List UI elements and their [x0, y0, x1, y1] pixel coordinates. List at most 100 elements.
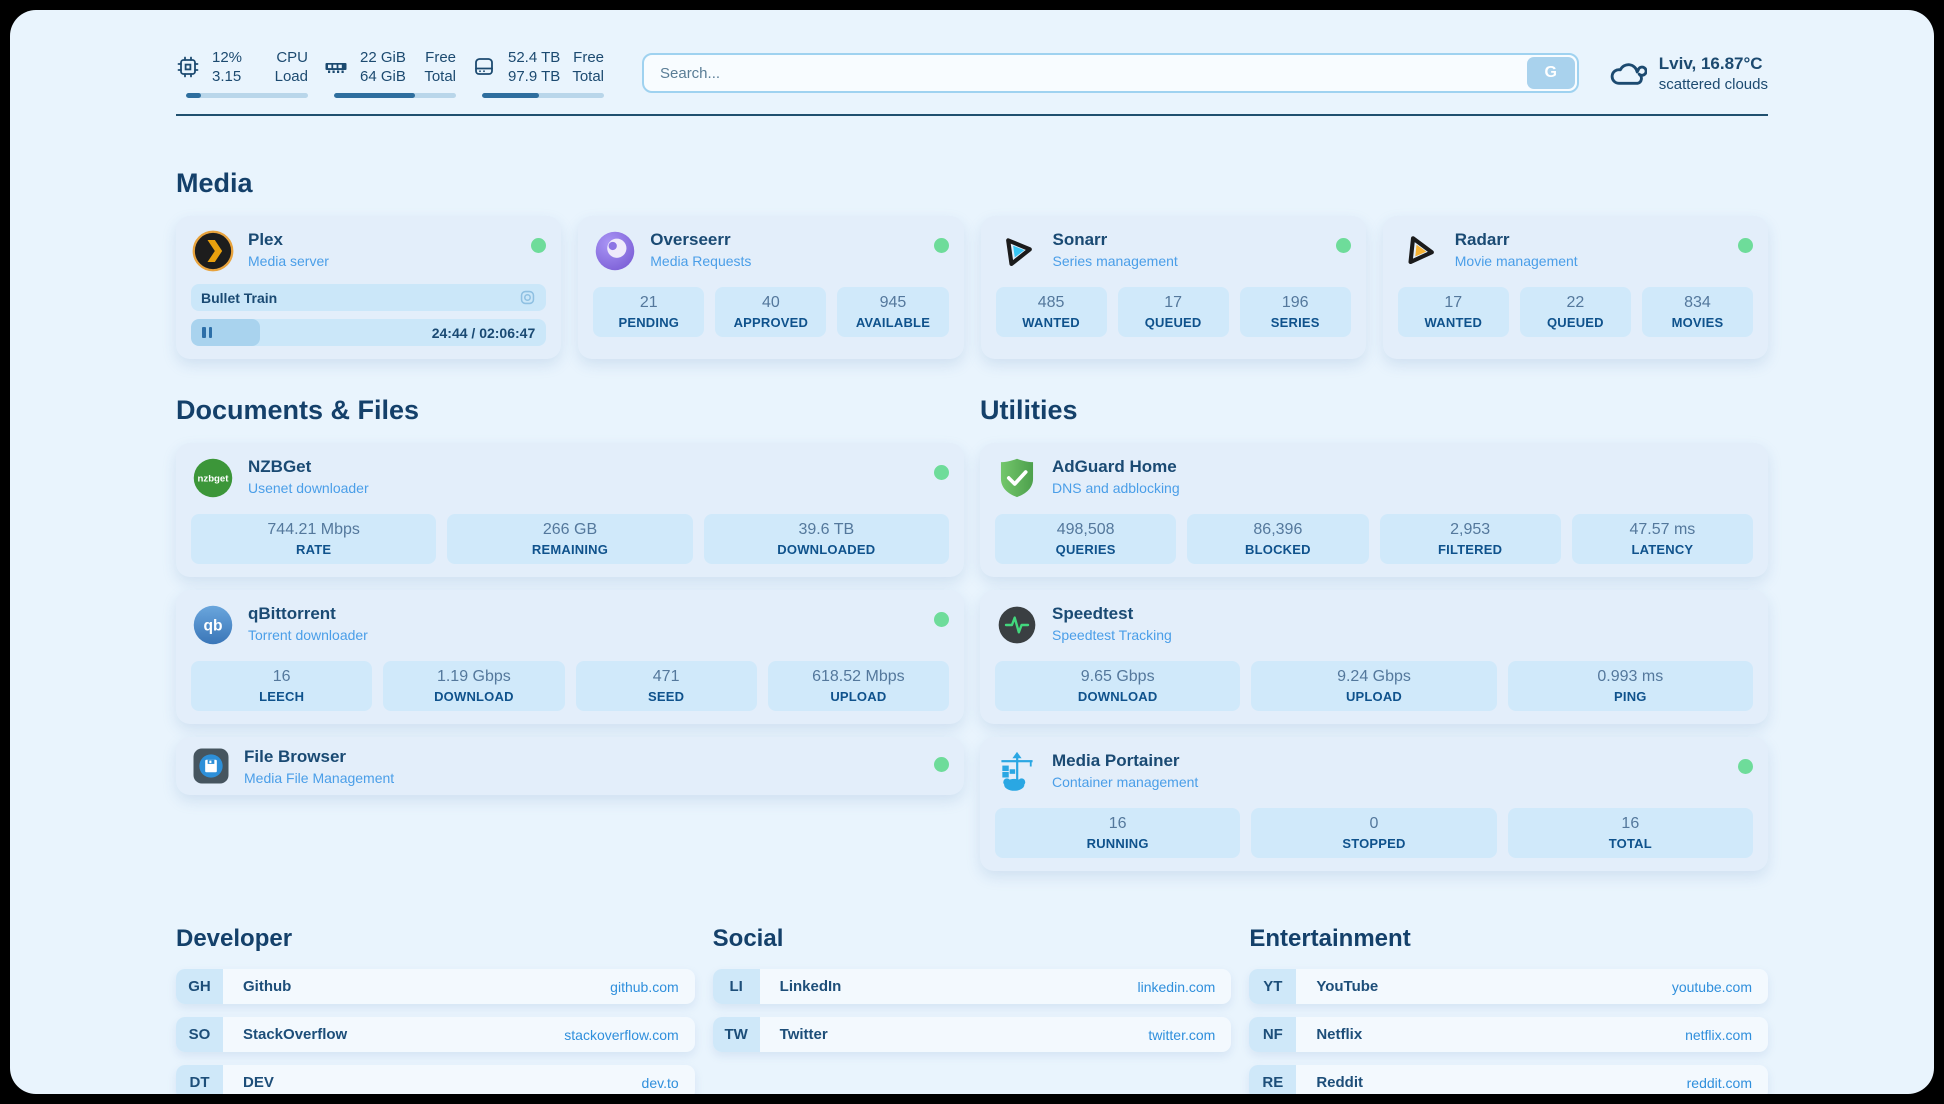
stat-tile: 834 MOVIES	[1641, 287, 1753, 337]
filebrowser-icon	[193, 748, 229, 784]
stat-tile: 21 PENDING	[593, 287, 705, 337]
now-playing-title: Bullet Train	[201, 289, 278, 306]
stat-tile: 196 SERIES	[1239, 287, 1351, 337]
ram-free: 22 GiB	[360, 49, 406, 66]
pause-icon[interactable]	[202, 327, 212, 338]
section-title-social: Social	[712, 925, 784, 952]
cloud-icon	[1610, 63, 1647, 85]
portainer-icon	[1001, 751, 1033, 791]
app-card-nzbget[interactable]: nzbget NZBGet Usenet downloader 744.21 M…	[176, 443, 964, 577]
app-name: Plex	[248, 230, 283, 249]
disk-progress-bar	[482, 93, 604, 98]
link-abbr: GH	[176, 969, 223, 1004]
section-documents: Documents & Files nzbget NZBGet Usenet d…	[176, 395, 964, 871]
app-name: Radarr	[1454, 230, 1510, 249]
app-subtitle: Media File Management	[244, 770, 395, 786]
weather-condition: scattered clouds	[1658, 75, 1768, 93]
link-twitter[interactable]: TW Twitter twitter.com	[712, 1017, 1232, 1052]
app-card-qbittorrent[interactable]: qb qBittorrent Torrent downloader 16 LEEC…	[176, 590, 964, 724]
stat-tile: 16 TOTAL	[1507, 808, 1753, 858]
stat-tile: 945 AVAILABLE	[837, 287, 949, 337]
ram-progress-bar	[334, 93, 456, 98]
link-abbr: NF	[1249, 1017, 1297, 1052]
ram-total: 64 GiB	[360, 68, 406, 85]
section-title-entertainment: Entertainment	[1249, 925, 1411, 952]
top-bar: 12% 3.15 CPU Load	[176, 48, 1768, 98]
link-abbr: RE	[1249, 1065, 1297, 1094]
app-card-speedtest[interactable]: Speedtest Speedtest Tracking 9.65 Gbps DO…	[980, 590, 1768, 724]
link-reddit[interactable]: RE Reddit reddit.com	[1249, 1065, 1768, 1094]
cpu-stat: 12% 3.15 CPU Load	[176, 48, 308, 98]
section-utilities: Utilities AdGuard Home DNS and adblock	[980, 395, 1768, 871]
section-title-utilities: Utilities	[980, 395, 1078, 425]
app-name: NZBGet	[248, 457, 312, 476]
nzbget-icon: nzbget	[193, 458, 233, 498]
section-developer: Developer GH Github github.com SO StackO…	[176, 925, 695, 1094]
section-title-developer: Developer	[176, 925, 293, 952]
disk-total: 97.9 TB	[508, 68, 561, 85]
app-card-plex[interactable]: Plex Media server Bullet Train	[176, 216, 562, 359]
search-bar: G	[642, 53, 1579, 93]
stat-tile: 16 LEECH	[191, 661, 373, 711]
app-card-radarr[interactable]: Radarr Movie management 17 WANTED 22 QUEUE…	[1382, 216, 1768, 359]
status-dot	[1738, 238, 1753, 253]
section-social: Social LI LinkedIn linkedin.com TW Twitt…	[712, 925, 1232, 1094]
section-entertainment: Entertainment YT YouTube youtube.com NF …	[1249, 925, 1768, 1094]
link-dev[interactable]: DT DEV dev.to	[176, 1065, 695, 1094]
link-youtube[interactable]: YT YouTube youtube.com	[1249, 969, 1768, 1004]
search-input[interactable]	[642, 53, 1579, 93]
app-card-filebrowser[interactable]: File Browser Media File Management	[176, 737, 964, 795]
app-subtitle: Speedtest Tracking	[1052, 627, 1172, 643]
link-linkedin[interactable]: LI LinkedIn linkedin.com	[712, 969, 1232, 1004]
section-title-documents: Documents & Files	[176, 395, 420, 425]
stat-tile: 17 WANTED	[1397, 287, 1509, 337]
app-subtitle: Movie management	[1454, 253, 1578, 269]
svg-text:nzbget: nzbget	[198, 474, 230, 485]
disk-stat: 52.4 TB 97.9 TB Free Total	[472, 48, 604, 98]
stat-tile: 47.57 ms LATENCY	[1571, 514, 1753, 564]
status-dot	[1738, 759, 1753, 774]
stat-tile: 0.993 ms PING	[1507, 661, 1753, 711]
status-dot	[934, 757, 949, 772]
disk-icon	[475, 58, 493, 75]
cpu-progress-bar	[186, 93, 308, 98]
app-card-portainer[interactable]: Media Portainer Container management 16 R…	[980, 737, 1768, 871]
app-subtitle: Series management	[1052, 253, 1178, 269]
app-name: Sonarr	[1052, 230, 1108, 249]
status-dot	[933, 238, 949, 253]
cpu-load-avg: 3.15	[212, 68, 242, 85]
app-name: File Browser	[244, 747, 347, 766]
speedtest-icon	[998, 606, 1036, 644]
link-netflix[interactable]: NF Netflix netflix.com	[1249, 1017, 1768, 1052]
status-dot	[934, 612, 949, 627]
app-subtitle: Usenet downloader	[248, 480, 369, 496]
section-title-media: Media	[176, 168, 253, 198]
app-subtitle: Media Requests	[650, 253, 752, 269]
stat-tile: 266 GB REMAINING	[447, 514, 693, 564]
app-card-adguard[interactable]: AdGuard Home DNS and adblocking 498,508 Q…	[980, 443, 1768, 577]
app-name: Media Portainer	[1052, 751, 1180, 770]
plex-icon	[192, 230, 234, 272]
app-name: AdGuard Home	[1052, 457, 1177, 476]
playback-progress[interactable]: 24:44 / 02:06:47	[191, 319, 547, 346]
link-abbr: SO	[176, 1017, 223, 1052]
app-card-sonarr[interactable]: Sonarr Series management 485 WANTED 17 QUE…	[980, 216, 1366, 359]
ram-icon	[325, 63, 347, 73]
app-name: Overseerr	[650, 230, 731, 249]
stat-tile: 0 STOPPED	[1251, 808, 1497, 858]
stat-tile: 9.65 Gbps DOWNLOAD	[995, 661, 1241, 711]
qbittorrent-icon: qb	[193, 605, 233, 645]
app-card-overseerr[interactable]: Overseerr Media Requests 21 PENDING 40 APP…	[578, 216, 964, 359]
sonarr-icon	[1005, 238, 1032, 267]
stat-tile: 17 QUEUED	[1117, 287, 1229, 337]
disk-free: 52.4 TB	[508, 49, 561, 66]
link-abbr: LI	[712, 969, 760, 1004]
search-engine-button[interactable]: G	[1526, 57, 1575, 89]
session-icon[interactable]	[519, 289, 536, 306]
link-abbr: DT	[176, 1065, 223, 1094]
playback-time: 24:44 / 02:06:47	[431, 324, 536, 341]
link-github[interactable]: GH Github github.com	[176, 969, 695, 1004]
stat-tile: 86,396 BLOCKED	[1187, 514, 1369, 564]
link-stackoverflow[interactable]: SO StackOverflow stackoverflow.com	[176, 1017, 695, 1052]
stat-tile: 498,508 QUERIES	[995, 514, 1177, 564]
